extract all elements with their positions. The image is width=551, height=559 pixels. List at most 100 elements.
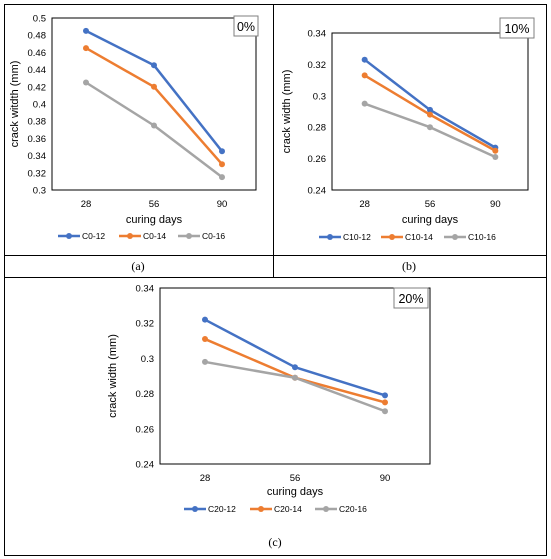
x-tick-label: 28 [81, 199, 92, 210]
data-point-C20-12 [202, 316, 208, 323]
x-axis-title: curing days [402, 214, 459, 226]
y-tick-label: 0.34 [28, 151, 47, 162]
y-tick-label: 0.32 [136, 319, 155, 330]
series-line-C20-12 [204, 318, 386, 397]
series-tag-box [233, 15, 259, 37]
frame-left-border [4, 4, 5, 556]
y-axis-title: crack witdth (mm) [9, 61, 21, 148]
y-tick-label: 0.3 [141, 354, 154, 365]
legend-swatch-marker [186, 233, 192, 239]
data-point-C10-16 [427, 124, 433, 131]
frame-right-border [546, 4, 547, 556]
y-tick-label: 0.24 [308, 186, 327, 197]
y-tick-label: 0.26 [136, 424, 155, 435]
legend-swatch-marker [127, 233, 133, 239]
legend-label: C20-14 [274, 504, 302, 514]
data-point-C20-16 [202, 358, 208, 365]
series-tag-label: 20% [398, 292, 423, 306]
x-axis-title: curing days [126, 214, 183, 226]
legend-swatch-marker [327, 234, 333, 240]
frame-row-divider-a [4, 255, 274, 256]
legend-swatch-marker [258, 506, 264, 512]
y-tick-label: 0.36 [28, 134, 47, 145]
series-tag-box [393, 287, 429, 309]
data-point-C10-12 [427, 106, 433, 113]
legend-label: C20-12 [208, 504, 236, 514]
x-tick-label: 56 [290, 473, 301, 484]
y-tick-label: 0.24 [136, 460, 155, 471]
chart-panel-c: 0.24 0.26 0.28 0.3 0.32 0.34 28 56 90 curing days… [107, 284, 431, 514]
series-line-C0-12 [85, 29, 223, 153]
data-point-C10-16 [492, 154, 499, 161]
x-tick-label: 56 [149, 199, 160, 210]
series-tag-box [499, 17, 535, 39]
data-point-C20-14 [382, 399, 388, 406]
data-point-C20-12 [292, 364, 298, 371]
data-point-C0-16 [83, 79, 89, 86]
chart-panel-a: 0.3 0.32 0.34 0.36 0.38 0.4 0.42 0.44 0.46 0.48 0.… [9, 14, 259, 241]
chart-panel-b: 0.24 0.26 0.28 0.3 0.32 0.34 28 56 90 curing days… [281, 17, 535, 242]
plot-area-border [331, 32, 529, 191]
y-tick-label: 0.28 [308, 123, 327, 134]
caption-c: (c) [268, 535, 282, 549]
data-point-C10-14 [361, 72, 368, 79]
data-point-C20-14 [202, 336, 208, 343]
y-tick-label: 0.44 [28, 65, 47, 76]
legend-label: C0-12 [82, 231, 105, 241]
data-point-C0-12 [83, 27, 89, 34]
plot-area-border [159, 287, 431, 465]
data-point-C10-12 [361, 56, 368, 63]
legend-swatch-marker [452, 234, 458, 240]
data-point-C10-14 [492, 147, 499, 154]
y-tick-label: 0.46 [28, 48, 47, 59]
x-tick-label: 28 [359, 199, 370, 210]
legend-swatch-marker [192, 506, 198, 512]
series-tag-label: 10% [504, 22, 529, 36]
data-point-C10-14 [427, 111, 433, 118]
legend-swatch-marker [66, 233, 72, 239]
data-point-C0-16 [151, 122, 157, 129]
y-tick-label: 0.3 [33, 186, 46, 197]
data-point-C10-16 [361, 100, 368, 107]
legend-label: C0-14 [143, 231, 166, 241]
data-point-C0-14 [151, 83, 157, 90]
legend-label: C10-12 [343, 232, 371, 242]
legend-label: C20-16 [339, 504, 367, 514]
x-tick-label: 90 [490, 199, 501, 210]
series-line-C20-14 [204, 337, 386, 404]
y-tick-label: 0.5 [33, 14, 46, 25]
y-axis-title: crack width (mm) [107, 334, 119, 418]
y-tick-label: 0.38 [28, 117, 47, 128]
y-tick-label: 0.28 [136, 389, 155, 400]
data-point-C0-12 [151, 62, 157, 69]
legend-swatch-marker [323, 506, 329, 512]
series-line-C0-16 [85, 81, 223, 179]
x-tick-label: 90 [217, 199, 228, 210]
y-tick-label: 0.26 [308, 154, 327, 165]
y-tick-label: 0.32 [308, 60, 327, 71]
x-tick-label: 28 [200, 473, 211, 484]
x-axis-title: curing days [267, 486, 324, 498]
frame-middle-divider [273, 4, 274, 277]
caption-a: (a) [131, 259, 145, 273]
y-tick-label: 0.42 [28, 82, 47, 93]
y-axis-title: crack width (mm) [281, 70, 293, 154]
y-tick-label: 0.48 [28, 31, 47, 42]
series-line-C10-12 [363, 58, 496, 149]
legend-swatch-marker [389, 234, 395, 240]
frame-row-divider-main [4, 277, 547, 278]
legend-label: C10-16 [468, 232, 496, 242]
data-point-C20-16 [382, 408, 388, 415]
data-point-C20-16 [292, 374, 298, 381]
legend-label: C10-14 [405, 232, 433, 242]
data-point-C0-16 [219, 174, 225, 181]
data-point-C20-12 [382, 392, 388, 399]
x-tick-label: 90 [380, 473, 391, 484]
data-point-C0-14 [219, 161, 225, 168]
y-tick-label: 0.34 [136, 284, 155, 295]
plot-area-border [51, 17, 257, 191]
y-tick-label: 0.3 [313, 91, 326, 102]
data-point-C0-14 [83, 45, 89, 52]
legend-label: C0-16 [202, 231, 225, 241]
y-tick-label: 0.4 [33, 100, 46, 111]
